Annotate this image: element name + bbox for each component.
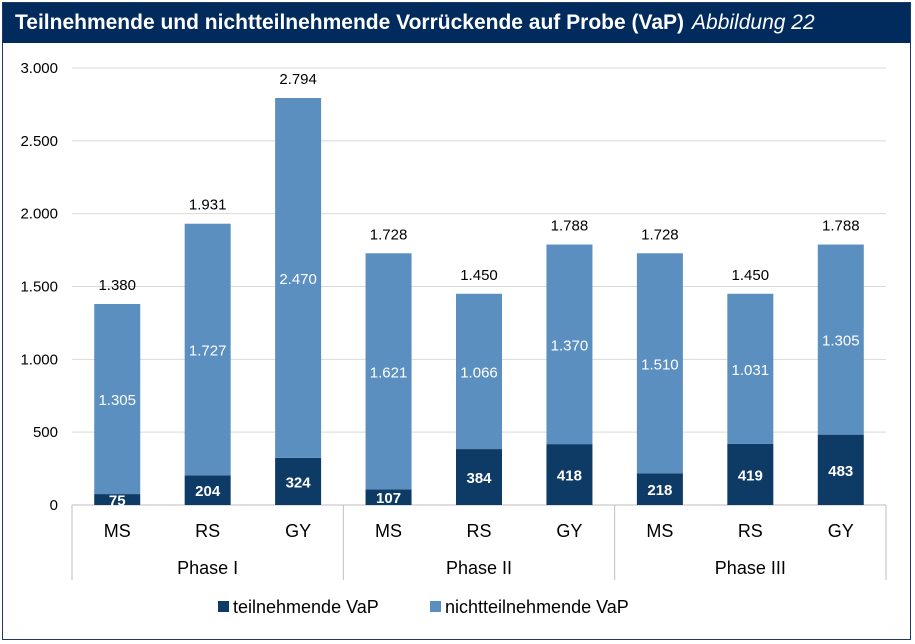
data-label: 1.621 [370, 364, 408, 381]
total-label: 1.931 [189, 197, 227, 214]
bar-segment-nichtteilnehmende [94, 303, 141, 495]
total-label: 1.380 [98, 277, 136, 294]
group-label: Phase II [446, 558, 512, 578]
y-tick-label: 3.000 [20, 60, 58, 77]
data-label: 1.305 [98, 392, 136, 409]
y-tick-label: 1.000 [20, 351, 58, 368]
x-tick-label: GY [828, 521, 854, 541]
data-label: 107 [376, 490, 401, 507]
bar-segment-teilnehmende [275, 457, 322, 505]
data-label: 1.031 [732, 362, 770, 379]
figure-label: Abbildung 22 [692, 11, 815, 34]
data-label: 1.305 [822, 333, 860, 350]
y-tick-label: 2.500 [20, 133, 58, 150]
total-label: 1.788 [822, 218, 860, 235]
bar-segment-teilnehmende [94, 494, 141, 505]
bar-segment-teilnehmende [546, 444, 593, 505]
total-label: 2.794 [279, 71, 317, 88]
chart-title: Teilnehmende und nichtteilnehmende Vorrü… [15, 11, 685, 34]
x-tick-label: RS [195, 521, 220, 541]
data-label: 419 [738, 467, 763, 484]
bar-segment-teilnehmende [456, 449, 502, 505]
data-label: 1.727 [189, 343, 227, 360]
y-tick-label: 2.000 [20, 206, 58, 223]
bar-segment-nichtteilnehmende [184, 223, 231, 476]
bar-segment-teilnehmende [184, 475, 231, 505]
bar-segment-nichtteilnehmende [546, 244, 593, 445]
bar-segment-nichtteilnehmende [365, 253, 412, 490]
x-tick-label: RS [466, 521, 491, 541]
x-tick-label: GY [556, 521, 582, 541]
legend-swatch-teilnehmende [218, 601, 229, 612]
total-label: 1.728 [641, 226, 679, 243]
data-label: 324 [286, 474, 312, 491]
total-label: 1.728 [370, 226, 408, 243]
group-label: Phase III [715, 558, 786, 578]
total-label: 1.450 [732, 267, 770, 284]
title-bar: Teilnehmende und nichtteilnehmende Vorrü… [3, 3, 910, 43]
legend-swatch-nichtteilnehmende [430, 601, 441, 612]
bar-segment-teilnehmende [727, 443, 774, 505]
data-label: 218 [647, 482, 672, 499]
total-label: 1.450 [460, 267, 498, 284]
x-tick-label: MS [375, 521, 402, 541]
bar-segment-nichtteilnehmende [727, 293, 774, 444]
x-tick-label: GY [285, 521, 311, 541]
data-label: 384 [466, 470, 492, 487]
data-label: 1.510 [641, 356, 679, 373]
y-tick-label: 0 [50, 497, 58, 514]
bar-segment-nichtteilnehmende [636, 253, 683, 474]
bar-segment-teilnehmende [636, 473, 683, 505]
data-label: 1.066 [460, 364, 498, 381]
data-label: 1.370 [551, 337, 589, 354]
data-label: 75 [109, 493, 126, 510]
legend-label: teilnehmende VaP [233, 597, 379, 617]
total-label: 1.788 [551, 218, 589, 235]
data-label: 2.470 [279, 271, 317, 288]
data-label: 418 [557, 468, 582, 485]
bar-segment-teilnehmende [365, 489, 412, 505]
data-label: 204 [195, 483, 221, 500]
x-tick-label: MS [646, 521, 673, 541]
bar-segment-teilnehmende [817, 434, 864, 505]
bar-segment-nichtteilnehmende [817, 244, 864, 435]
y-tick-label: 1.500 [20, 279, 58, 296]
y-tick-label: 500 [33, 424, 58, 441]
group-label: Phase I [177, 558, 238, 578]
bar-segment-nichtteilnehmende [275, 98, 322, 458]
data-label: 483 [828, 463, 853, 480]
bar-segment-nichtteilnehmende [456, 293, 502, 450]
x-tick-label: RS [738, 521, 763, 541]
legend-label: nichtteilnehmende VaP [445, 597, 629, 617]
x-tick-label: MS [104, 521, 131, 541]
